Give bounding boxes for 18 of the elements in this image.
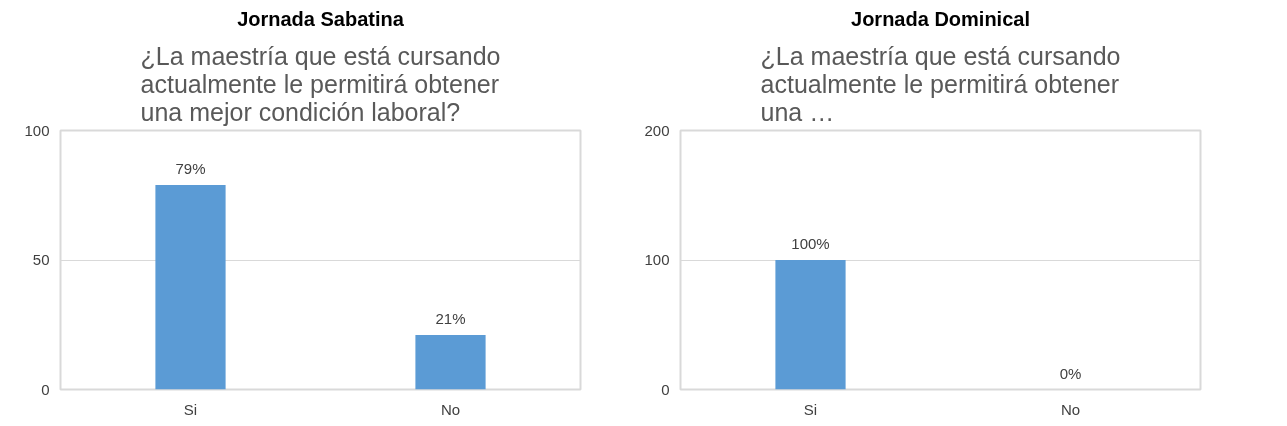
data-label: 0% [1059,364,1082,382]
chart-title: Jornada Dominical [851,7,1030,30]
x-tick-label: No [1060,400,1081,418]
y-tick-label: 50 [32,251,50,268]
x-tick-label: Si [183,400,198,418]
y-tick-label: 0 [661,380,670,398]
data-label: 21% [435,310,466,328]
y-tick-label: 100 [24,121,50,139]
chart-subtitle: ¿La maestría que está cursando actualmente le permitirá obtener una mejor condición laboral? [140,41,501,126]
x-tick-label: No [440,400,461,418]
x-tick-label: Si [803,400,818,418]
data-label: 100% [791,235,830,252]
y-tick-label: 200 [644,121,670,139]
y-tick-label: 0 [41,380,50,398]
y-tick-label: 100 [644,251,670,268]
chart-title: Jornada Sabatina [237,7,405,30]
data-label: 79% [175,159,206,177]
chart-subtitle: ¿La maestría que está cursando actualmente le permitirá obtener una … [760,41,1121,126]
